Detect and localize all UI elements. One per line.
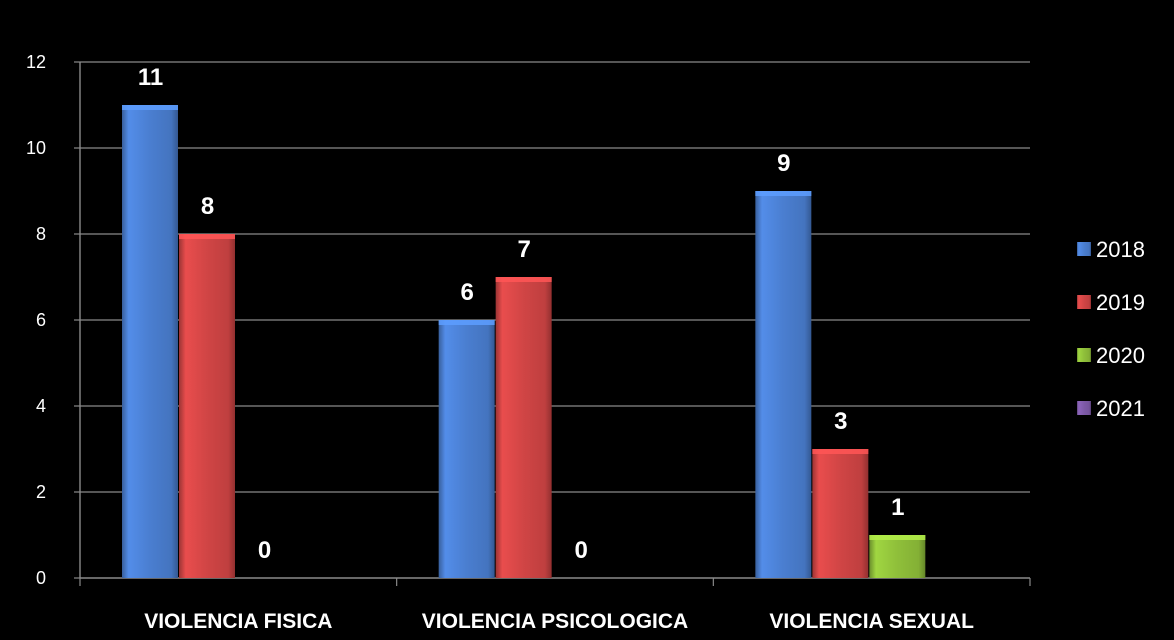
data-label-violencia-sexual-2019: 3 (834, 408, 847, 435)
y-tick-label: 2 (36, 482, 46, 502)
bar-violencia-sexual-2018 (755, 191, 811, 578)
y-tick-label: 10 (26, 138, 46, 158)
data-label-violencia-psicologica-2020: 0 (574, 537, 587, 564)
bar-bevel-violencia-fisica-2019 (179, 234, 235, 239)
y-tick-label: 12 (26, 52, 46, 72)
data-label-violencia-sexual-2018: 9 (777, 150, 790, 177)
bar-bevel-violencia-sexual-2019 (812, 449, 868, 454)
legend-swatch-2020 (1077, 348, 1091, 362)
legend: 2018 2019 2020 2021 (1077, 237, 1145, 421)
bar-violencia-fisica-2019 (179, 234, 235, 578)
legend-item-2020: 2020 (1077, 343, 1145, 368)
bar-bevel-violencia-sexual-2018 (755, 191, 811, 196)
bar-violencia-sexual-2019 (812, 449, 868, 578)
y-tick-label: 4 (36, 396, 46, 416)
data-label-violencia-fisica-2020: 0 (258, 537, 271, 564)
legend-label-2020: 2020 (1096, 343, 1145, 368)
data-label-violencia-psicologica-2019: 7 (517, 236, 530, 263)
legend-swatch-2021 (1077, 401, 1091, 415)
data-label-violencia-fisica-2019: 8 (201, 193, 214, 220)
bar-violencia-sexual-2020 (869, 535, 925, 578)
legend-swatch-2019 (1077, 295, 1091, 309)
bars (122, 105, 925, 578)
y-tick-label: 6 (36, 310, 46, 330)
bar-bevel-violencia-psicologica-2019 (496, 277, 552, 282)
legend-label-2021: 2021 (1096, 396, 1145, 421)
legend-label-2019: 2019 (1096, 290, 1145, 315)
bar-violencia-fisica-2018 (122, 105, 178, 578)
legend-swatch-2018 (1077, 242, 1091, 256)
legend-item-2021: 2021 (1077, 396, 1145, 421)
legend-item-2018: 2018 (1077, 237, 1145, 262)
bar-violencia-psicologica-2019 (496, 277, 552, 578)
bar-violencia-psicologica-2018 (439, 320, 495, 578)
x-tick-label-violencia-fisica: VIOLENCIA FISICA (144, 610, 332, 633)
x-tick-label-violencia-psicologica: VIOLENCIA PSICOLOGICA (422, 610, 688, 633)
y-tick-label: 0 (36, 568, 46, 588)
data-label-violencia-psicologica-2018: 6 (460, 279, 473, 306)
legend-label-2018: 2018 (1096, 237, 1145, 262)
legend-item-2019: 2019 (1077, 290, 1145, 315)
data-label-violencia-fisica-2018: 11 (138, 64, 163, 91)
y-tick-label: 8 (36, 224, 46, 244)
bar-bevel-violencia-fisica-2018 (122, 105, 178, 110)
bar-bevel-violencia-psicologica-2018 (439, 320, 495, 325)
x-tick-label-violencia-sexual: VIOLENCIA SEXUAL (769, 610, 974, 633)
data-label-violencia-sexual-2020: 1 (891, 494, 904, 521)
bar-bevel-violencia-sexual-2020 (869, 535, 925, 540)
